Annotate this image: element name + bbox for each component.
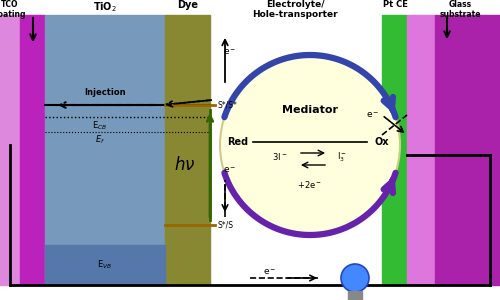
- Text: E$_f$: E$_f$: [95, 134, 105, 146]
- Text: 3I$^-$: 3I$^-$: [272, 152, 287, 163]
- Text: S*/S: S*/S: [218, 220, 234, 230]
- Text: E$_{CB}$: E$_{CB}$: [92, 119, 108, 131]
- Text: Ox: Ox: [375, 137, 389, 147]
- Bar: [165, 15, 210, 285]
- Text: S*/S*: S*/S*: [218, 100, 238, 109]
- Text: Pt CE: Pt CE: [382, 0, 407, 9]
- Bar: [20, 15, 45, 285]
- Text: +2e$^-$: +2e$^-$: [298, 179, 322, 191]
- Bar: [348, 291, 362, 300]
- Bar: [45, 245, 165, 285]
- Text: e$^-$: e$^-$: [224, 47, 236, 57]
- Bar: [45, 15, 165, 285]
- Bar: [382, 15, 407, 285]
- Text: Mediator: Mediator: [282, 105, 338, 115]
- Text: e$^-$: e$^-$: [366, 110, 380, 120]
- Text: Red: Red: [228, 137, 248, 147]
- Text: E$_{VB}$: E$_{VB}$: [98, 259, 112, 271]
- Bar: [435, 15, 500, 285]
- Text: Dye: Dye: [178, 0, 199, 10]
- Text: Electrolyte/
Hole-transporter: Electrolyte/ Hole-transporter: [252, 0, 338, 20]
- Text: $h\nu$: $h\nu$: [174, 156, 195, 174]
- Text: e$^-$: e$^-$: [264, 267, 276, 277]
- Text: Glass
substrate: Glass substrate: [440, 0, 481, 20]
- Text: TiO$_2$: TiO$_2$: [93, 0, 117, 14]
- Text: I$^-_3$: I$^-_3$: [337, 150, 347, 164]
- Bar: [407, 15, 435, 285]
- Text: e$^-$: e$^-$: [224, 165, 236, 175]
- Circle shape: [220, 55, 400, 235]
- Circle shape: [341, 264, 369, 292]
- Bar: [0, 15, 20, 285]
- Text: TCO
coating: TCO coating: [0, 0, 26, 20]
- Text: Injection: Injection: [84, 88, 126, 97]
